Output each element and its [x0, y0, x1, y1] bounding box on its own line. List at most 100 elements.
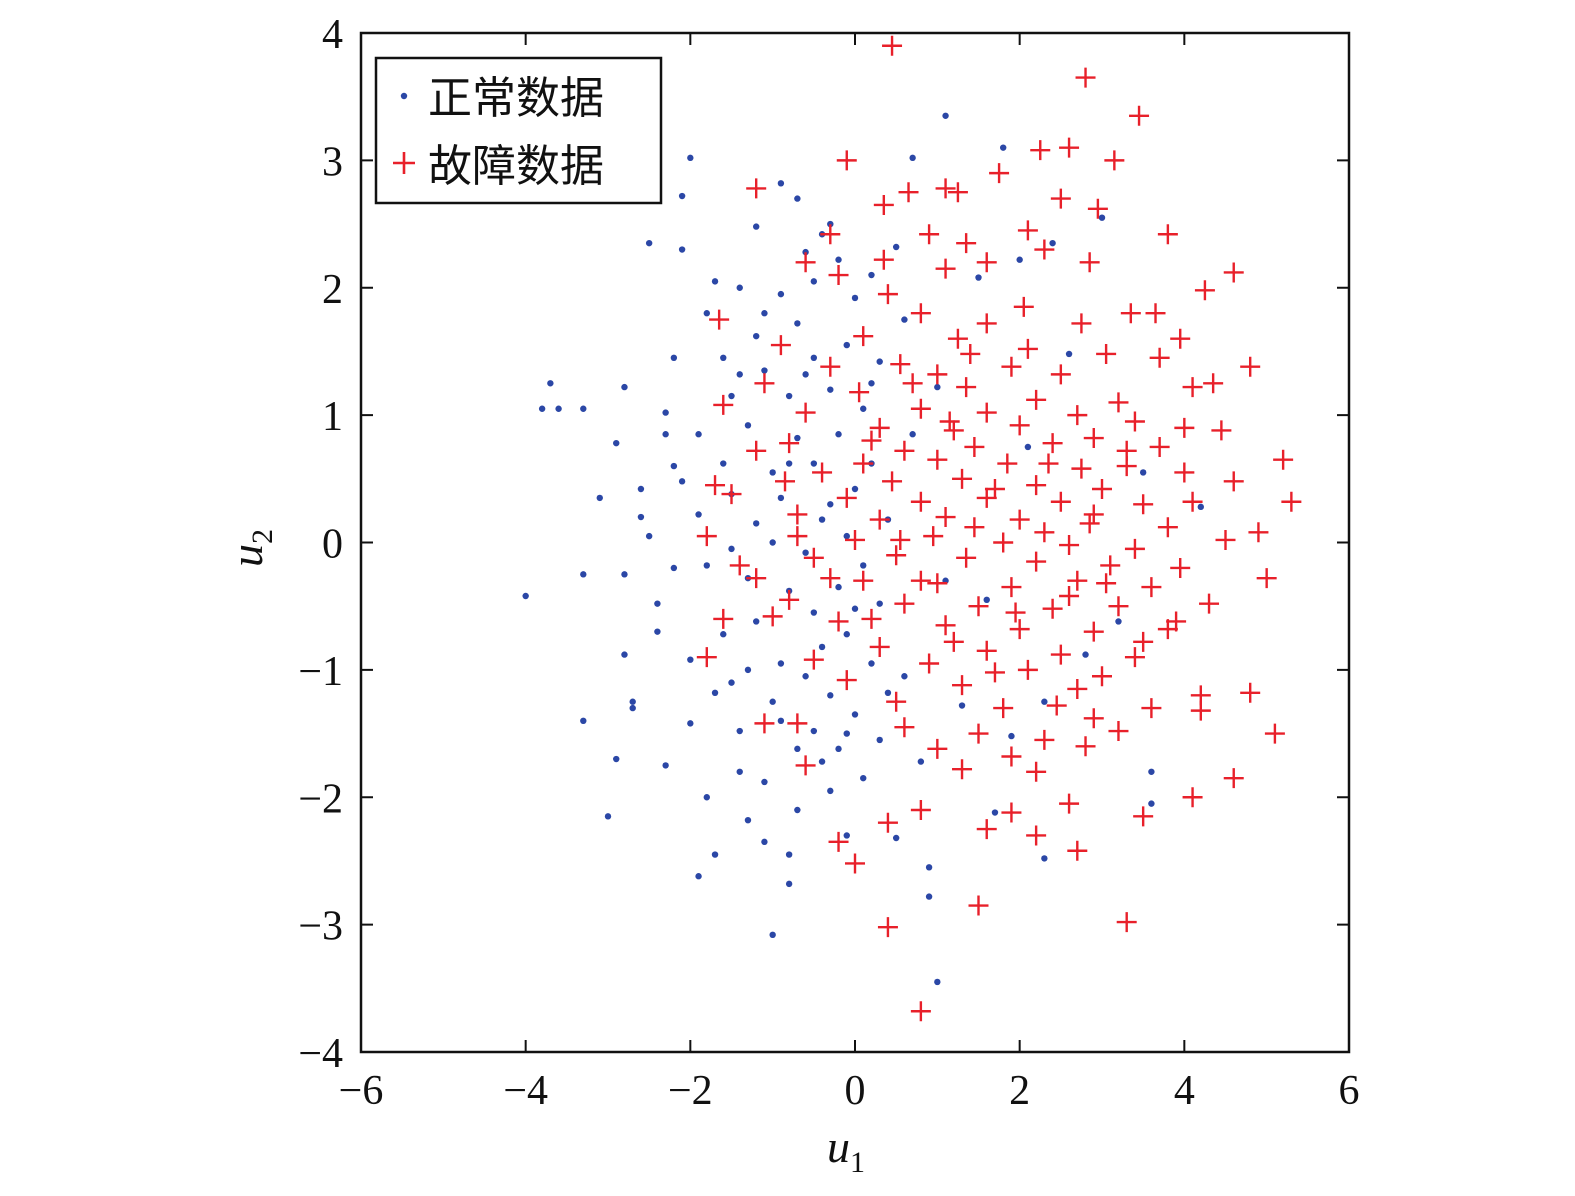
point-fault [1050, 364, 1071, 385]
y-tick-label: −4 [298, 1031, 343, 1077]
point-normal [810, 354, 818, 362]
point-normal [892, 834, 900, 842]
point-normal [818, 758, 826, 765]
point-normal [892, 243, 900, 251]
point-fault [1009, 415, 1030, 436]
point-normal [868, 380, 875, 387]
point-fault [1133, 631, 1154, 652]
point-fault [935, 178, 956, 199]
point-normal [654, 628, 661, 635]
point-fault [1005, 602, 1026, 623]
point-fault [964, 436, 985, 457]
legend-box [374, 56, 663, 205]
point-fault [976, 402, 997, 423]
point-fault [1174, 462, 1195, 483]
point-fault [952, 468, 973, 489]
point-normal [1000, 144, 1007, 151]
point-fault [1133, 494, 1154, 515]
point-normal [958, 702, 966, 709]
point-fault [1149, 436, 1170, 457]
point-normal [794, 745, 801, 753]
point-fault [869, 636, 890, 657]
point-normal [1139, 469, 1147, 476]
point-normal [761, 838, 768, 846]
point-fault [803, 649, 824, 670]
point-fault [1264, 723, 1285, 744]
point-fault [1100, 555, 1121, 576]
point-fault [1026, 551, 1047, 572]
point-normal [868, 271, 875, 279]
point-fault [894, 440, 915, 461]
point-fault [1145, 303, 1166, 324]
x-tick-label: −2 [668, 1068, 713, 1114]
point-normal [860, 774, 867, 782]
point-normal [769, 698, 776, 705]
point-normal [802, 248, 809, 256]
point-normal [983, 596, 990, 604]
point-fault [1034, 729, 1055, 750]
point-fault [873, 194, 894, 215]
point-fault [939, 411, 960, 432]
point-normal [851, 711, 859, 718]
point-normal [670, 564, 678, 572]
point-normal [522, 592, 529, 600]
point-fault [1182, 787, 1203, 808]
point-fault [1170, 328, 1191, 349]
point-fault [997, 453, 1018, 474]
point-fault [877, 812, 898, 833]
point-normal [703, 310, 710, 317]
series-fault [696, 35, 1302, 1022]
point-normal [761, 310, 768, 317]
point-fault [820, 356, 841, 377]
x-axis-label-main: u [827, 1121, 850, 1172]
point-fault [947, 328, 968, 349]
point-normal [827, 386, 834, 393]
point-fault [1009, 619, 1030, 640]
point-fault [919, 653, 940, 674]
point-fault [1124, 538, 1145, 559]
point-fault [803, 547, 824, 568]
point-normal [670, 354, 678, 362]
point-normal [769, 931, 776, 939]
point-fault [787, 526, 808, 547]
point-normal [827, 501, 834, 508]
point-normal [925, 864, 933, 871]
point-fault [927, 364, 948, 385]
point-normal [810, 460, 818, 467]
point-fault [1001, 746, 1022, 767]
point-fault [1026, 475, 1047, 496]
point-normal [802, 673, 809, 680]
point-fault [873, 249, 894, 270]
legend-label-normal: 正常数据 [428, 73, 604, 124]
point-normal [736, 768, 743, 775]
point-fault [935, 258, 956, 279]
y-axis-label: u2 [221, 529, 279, 567]
point-normal [1008, 732, 1015, 740]
y-tick-label: −2 [298, 776, 343, 822]
point-fault [1124, 647, 1145, 668]
point-normal [1115, 618, 1122, 625]
point-normal [827, 220, 834, 228]
point-normal [794, 434, 801, 442]
point-normal [654, 600, 661, 607]
point-fault [935, 615, 956, 636]
point-normal [769, 539, 776, 546]
point-fault [836, 487, 857, 508]
point-normal [662, 409, 669, 416]
point-normal [621, 383, 628, 391]
point-normal [604, 813, 612, 820]
point-normal [1148, 800, 1155, 807]
point-fault [1273, 449, 1294, 470]
point-fault [696, 526, 717, 547]
point-fault [923, 526, 944, 547]
point-fault [779, 589, 800, 610]
point-normal [645, 239, 653, 247]
point-fault [1215, 529, 1236, 550]
point-fault [1092, 479, 1112, 500]
x-tick-label: 6 [1339, 1068, 1360, 1114]
point-normal [934, 383, 941, 391]
point-normal [835, 745, 842, 753]
point-normal [818, 643, 826, 651]
point-normal [777, 180, 785, 187]
point-fault [964, 517, 985, 538]
